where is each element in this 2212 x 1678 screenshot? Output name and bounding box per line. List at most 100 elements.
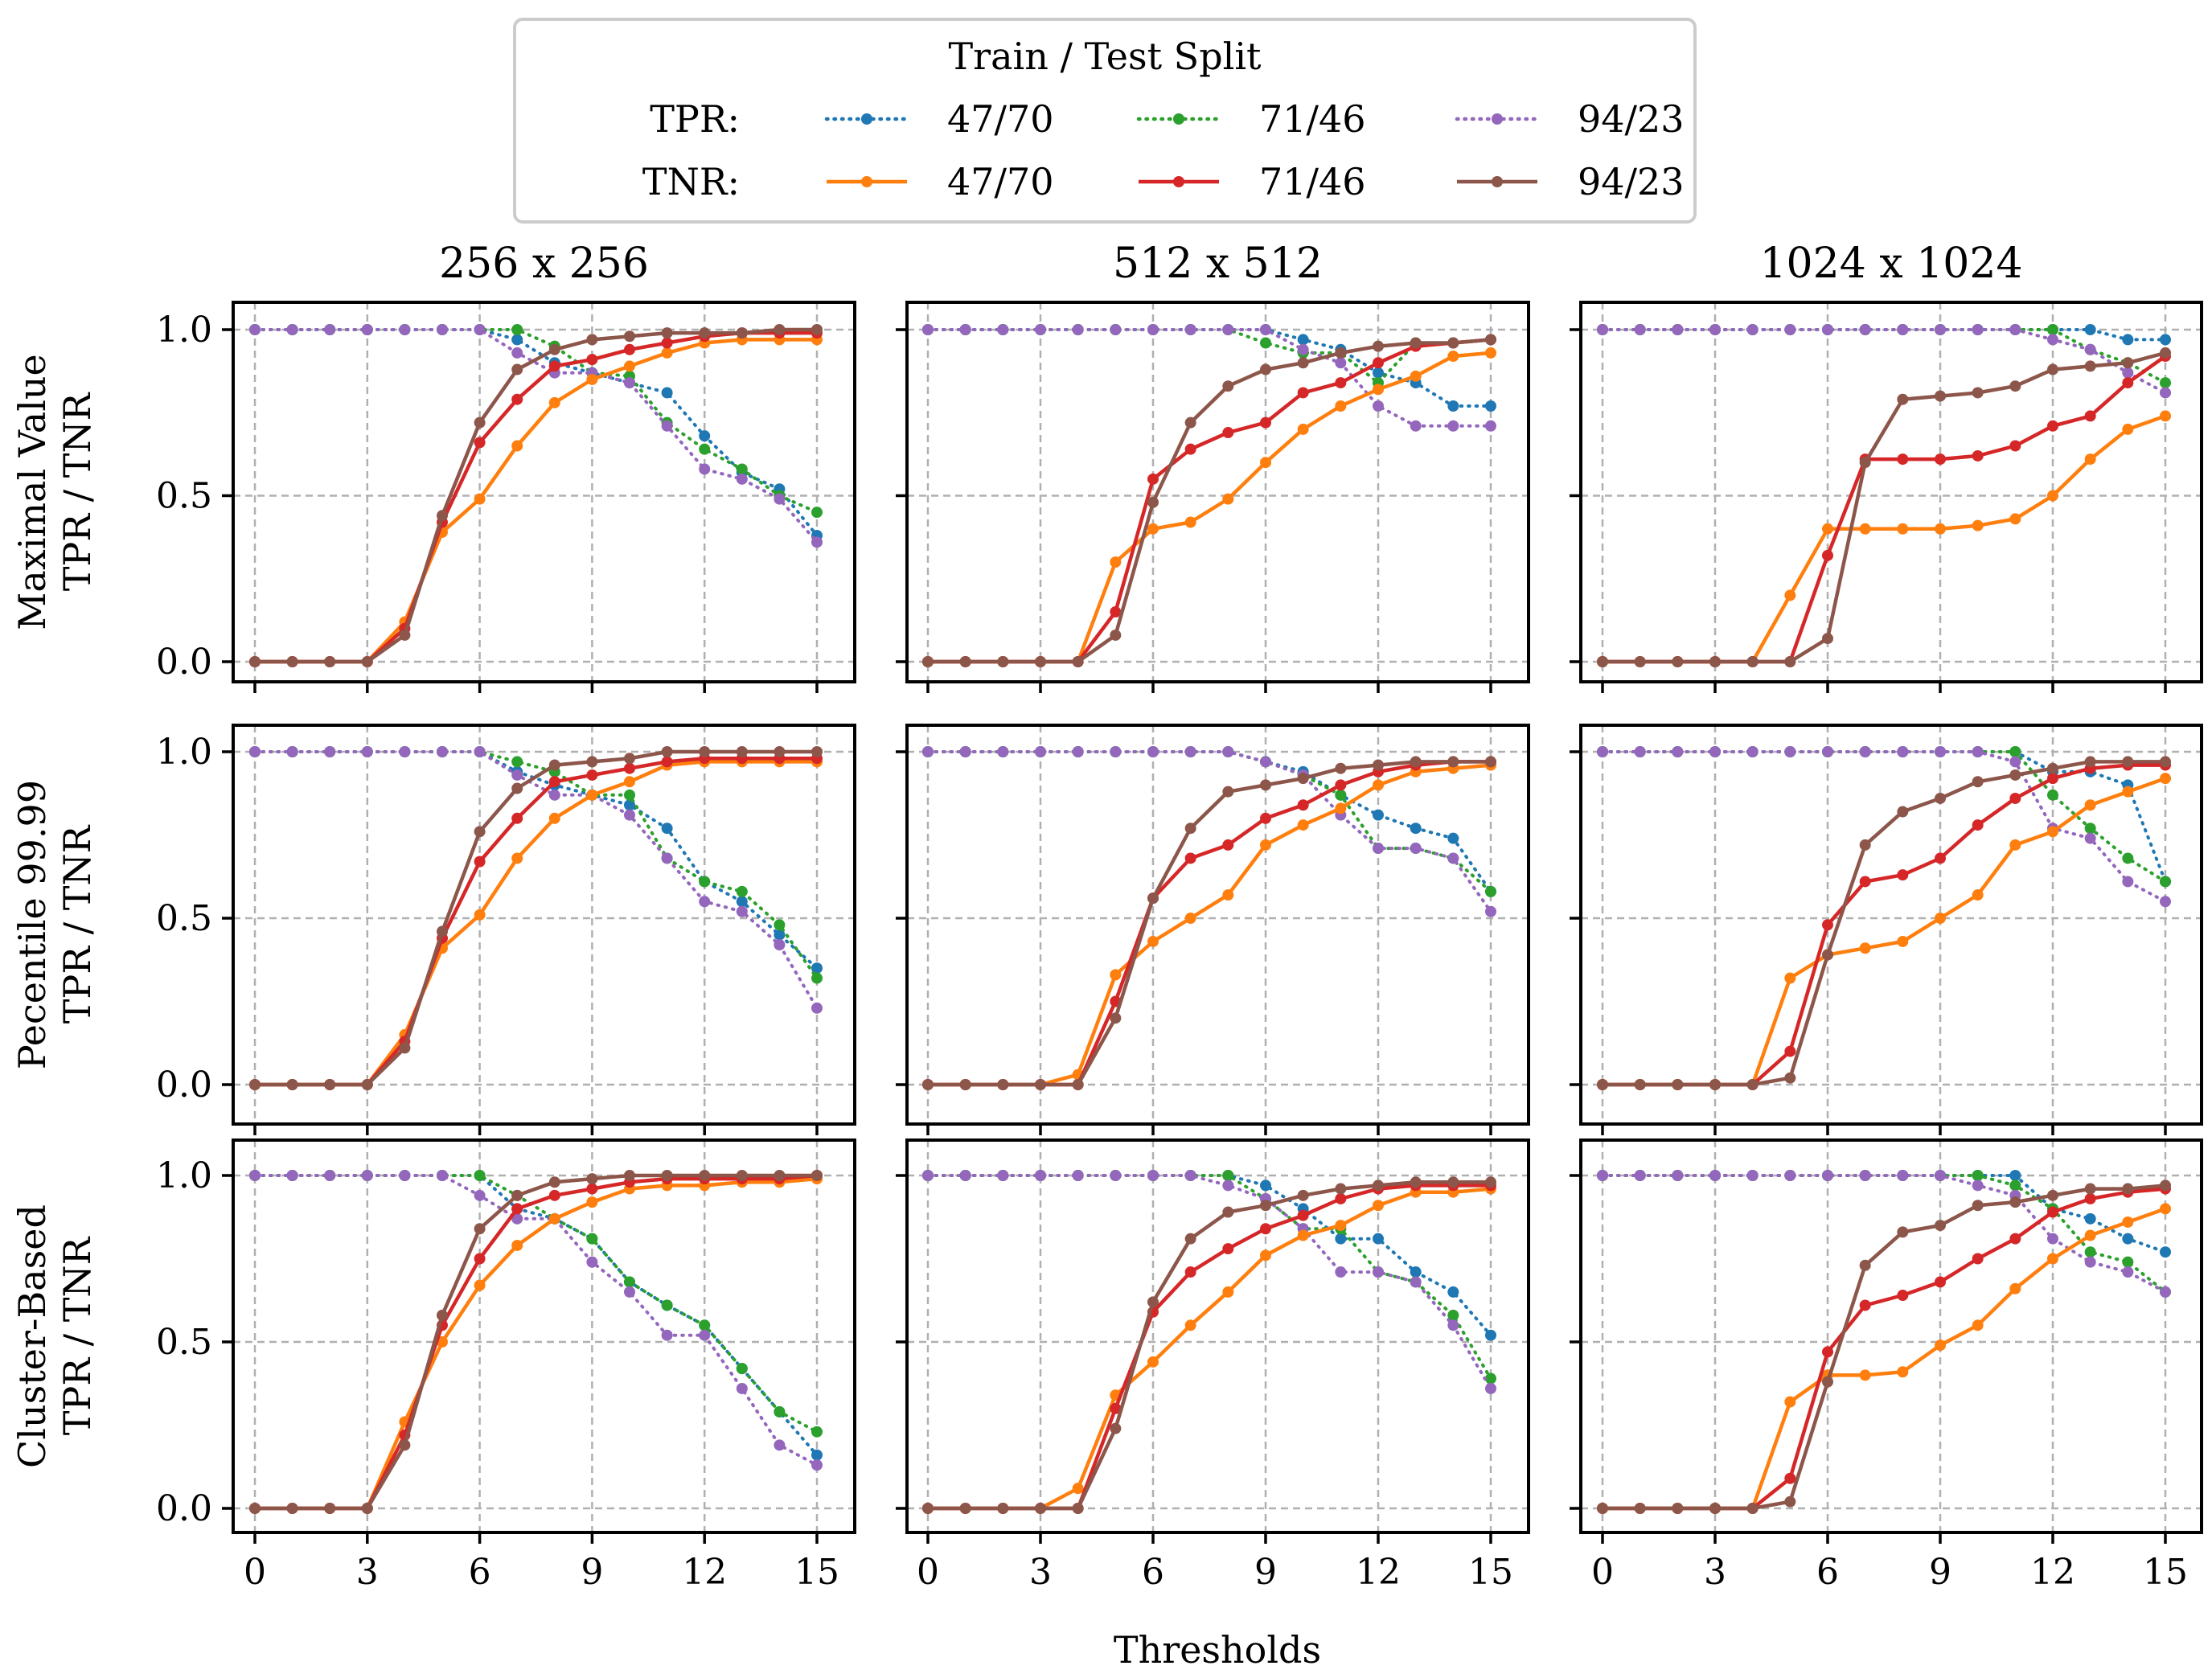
- data-point-tpr_94: [1634, 1170, 1646, 1181]
- data-point-tpr_94: [1072, 324, 1084, 335]
- data-point-tnr_94: [1897, 806, 1909, 818]
- series-line-tnr_47: [1603, 1207, 2166, 1511]
- data-point-tnr_94: [2084, 360, 2096, 372]
- x-tick-label: 3: [1704, 1552, 1726, 1593]
- data-point-tnr_71: [511, 812, 523, 824]
- series-line-tpr_47: [253, 1174, 819, 1457]
- data-point-tpr_71: [2047, 324, 2058, 335]
- series-line-tpr_71: [1601, 1174, 2167, 1294]
- data-point-tnr_47: [1935, 523, 1946, 535]
- data-point-tpr_94: [1634, 746, 1646, 757]
- series-line-tpr_71: [1601, 328, 2167, 385]
- data-point-tnr_71: [474, 1253, 486, 1265]
- data-point-tnr_94: [1859, 457, 1871, 469]
- data-point-tnr_94: [1784, 656, 1796, 667]
- data-point-tpr_94: [324, 324, 336, 335]
- data-point-tnr_47: [1897, 1366, 1909, 1378]
- data-point-tnr_94: [249, 1079, 261, 1090]
- data-point-tnr_94: [474, 1223, 486, 1235]
- data-point-tnr_94: [361, 1079, 373, 1090]
- data-point-tnr_47: [1784, 972, 1796, 984]
- data-point-tpr_94: [661, 1329, 673, 1341]
- data-point-tpr_47: [1410, 1266, 1422, 1278]
- data-point-tpr_71: [2122, 1256, 2134, 1268]
- data-point-tnr_94: [2009, 380, 2021, 392]
- data-point-tnr_94: [1410, 337, 1422, 349]
- data-point-tnr_71: [661, 756, 673, 768]
- data-point-tpr_94: [1410, 1276, 1422, 1288]
- x-tick-label: 3: [356, 1552, 379, 1593]
- data-point-tnr_47: [1147, 935, 1159, 947]
- axes-frame: [1579, 301, 2203, 683]
- data-point-tnr_71: [2009, 440, 2021, 452]
- data-point-tnr_71: [1335, 377, 1347, 389]
- data-point-tpr_94: [1746, 1170, 1759, 1181]
- data-point-tpr_94: [1035, 324, 1046, 335]
- data-point-tpr_94: [1147, 746, 1159, 757]
- data-point-tnr_47: [2047, 1253, 2058, 1265]
- data-point-tpr_94: [736, 1382, 748, 1394]
- series-line-tpr_94: [253, 750, 819, 1010]
- data-point-tnr_71: [1897, 1290, 1909, 1302]
- data-point-tnr_94: [1072, 1503, 1084, 1514]
- data-point-tnr_47: [1184, 913, 1196, 924]
- data-point-tnr_94: [361, 656, 373, 667]
- data-point-tpr_94: [249, 746, 261, 757]
- data-point-tpr_94: [1335, 1266, 1347, 1278]
- data-point-tnr_94: [1260, 363, 1271, 375]
- series-line-tnr_94: [928, 1180, 1491, 1511]
- data-point-tpr_94: [1110, 324, 1122, 335]
- data-point-tpr_94: [399, 324, 411, 335]
- series-line-tnr_47: [1603, 776, 2166, 1087]
- data-point-tnr_94: [586, 334, 598, 346]
- data-point-tnr_94: [1373, 759, 1384, 771]
- data-point-tnr_94: [1634, 656, 1646, 667]
- data-point-tnr_94: [624, 1170, 635, 1181]
- data-point-tpr_94: [1672, 1170, 1684, 1181]
- data-point-tnr_94: [959, 656, 971, 667]
- data-point-tnr_94: [548, 1176, 560, 1188]
- x-tick-label: 15: [794, 1552, 839, 1593]
- data-point-tpr_94: [922, 746, 934, 757]
- legend-marker-tpr_94: [1492, 113, 1503, 125]
- data-point-tnr_94: [1634, 1503, 1646, 1514]
- y-tick-label: 0.0: [156, 642, 212, 683]
- data-point-tnr_94: [1222, 1206, 1234, 1218]
- data-point-tnr_94: [474, 826, 486, 838]
- legend-title: Train / Test Split: [948, 35, 1262, 78]
- data-point-tpr_94: [2160, 387, 2171, 399]
- series-line-tnr_94: [1603, 1184, 2166, 1511]
- data-point-tnr_47: [1784, 589, 1796, 601]
- data-point-tpr_71: [1335, 789, 1347, 801]
- data-point-tnr_94: [774, 746, 786, 757]
- data-point-tpr_47: [736, 896, 748, 908]
- data-point-tnr_94: [624, 753, 635, 765]
- data-point-tnr_94: [474, 416, 486, 429]
- series-line-tnr_94: [255, 327, 817, 664]
- data-point-tnr_94: [1597, 1503, 1608, 1514]
- data-point-tpr_94: [1597, 746, 1608, 757]
- data-point-tnr_94: [2122, 756, 2134, 768]
- data-point-tpr_94: [1784, 324, 1796, 335]
- data-point-tpr_71: [811, 1426, 823, 1438]
- data-point-tpr_94: [2084, 343, 2096, 355]
- data-point-tnr_94: [1447, 756, 1459, 768]
- data-point-tpr_94: [1822, 1170, 1833, 1181]
- data-point-tpr_94: [774, 939, 786, 951]
- data-point-tnr_47: [1147, 523, 1159, 535]
- data-point-tnr_94: [2009, 769, 2021, 781]
- data-point-tnr_94: [1410, 1176, 1422, 1188]
- row-label: Maximal ValueTPR / TNR: [10, 354, 99, 630]
- data-point-tpr_47: [1297, 334, 1309, 346]
- data-point-tnr_71: [1784, 1472, 1796, 1484]
- data-point-tnr_94: [1297, 773, 1309, 785]
- data-point-tpr_71: [474, 1170, 486, 1181]
- data-point-tnr_94: [2047, 1189, 2058, 1201]
- data-point-tpr_71: [2047, 789, 2058, 801]
- data-point-tnr_47: [1335, 400, 1347, 412]
- series-line-tpr_94: [1601, 1174, 2167, 1294]
- data-point-tnr_47: [1447, 351, 1459, 363]
- data-point-tnr_94: [1485, 1176, 1496, 1188]
- data-point-tnr_71: [1297, 1209, 1309, 1221]
- data-point-tnr_94: [1935, 792, 1946, 804]
